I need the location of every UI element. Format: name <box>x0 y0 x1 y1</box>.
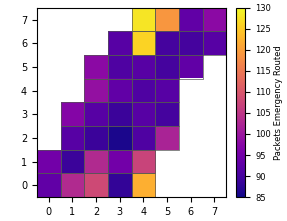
Bar <box>203 31 226 55</box>
Bar <box>131 126 155 150</box>
Bar <box>155 102 179 126</box>
Bar <box>131 8 155 31</box>
Bar <box>108 79 131 102</box>
Bar <box>84 102 108 126</box>
Bar <box>37 173 61 197</box>
Bar <box>108 55 131 79</box>
Bar <box>131 31 155 55</box>
Bar <box>203 8 226 31</box>
Bar <box>108 173 131 197</box>
Bar <box>155 126 179 150</box>
Bar <box>61 173 84 197</box>
Bar <box>108 31 131 55</box>
Bar <box>84 55 108 79</box>
Bar <box>61 150 84 173</box>
Bar <box>108 126 131 150</box>
Bar <box>131 150 155 173</box>
Bar <box>61 126 84 150</box>
Bar <box>131 79 155 102</box>
Bar <box>179 8 203 31</box>
Bar <box>155 55 179 79</box>
Bar <box>84 79 108 102</box>
Bar <box>84 150 108 173</box>
Bar <box>108 150 131 173</box>
Bar <box>155 79 179 102</box>
Bar <box>84 173 108 197</box>
Bar <box>179 55 203 79</box>
Bar <box>84 126 108 150</box>
Y-axis label: Packets Emergency Routed: Packets Emergency Routed <box>274 45 283 160</box>
Bar <box>108 102 131 126</box>
Bar <box>131 173 155 197</box>
Bar <box>37 150 61 173</box>
Bar <box>61 102 84 126</box>
Bar <box>131 55 155 79</box>
Bar <box>131 102 155 126</box>
Bar <box>179 31 203 55</box>
Bar <box>155 31 179 55</box>
Bar <box>155 8 179 31</box>
